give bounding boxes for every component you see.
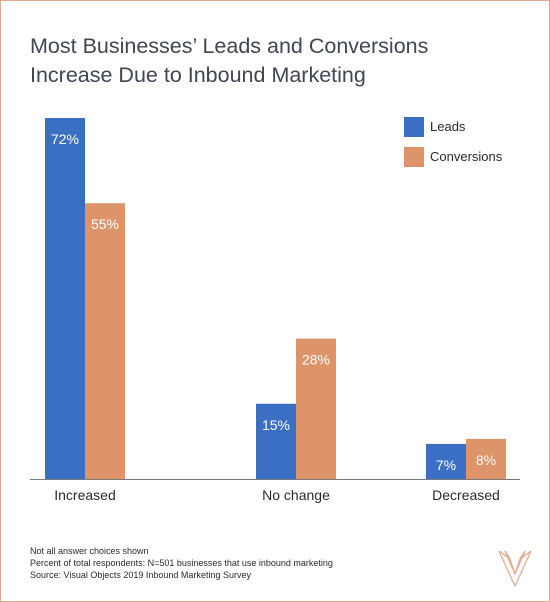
chart-title: Most Businesses’ Leads and Conversions I… [30, 32, 510, 90]
data-label: 28% [302, 352, 330, 368]
footnote-source: Source: Visual Objects 2019 Inbound Mark… [30, 570, 251, 580]
bar-leads-increased [45, 118, 85, 479]
data-label: 7% [436, 457, 456, 473]
visual-objects-v-logo-icon [498, 550, 532, 587]
data-label: 55% [91, 216, 119, 232]
category-label: Decreased [432, 487, 500, 503]
bar-conversions-decreased [466, 438, 506, 479]
chart-title-line-2: Increase Due to Inbound Marketing [30, 63, 366, 87]
bar-conversions-no-change [296, 338, 336, 479]
legend-swatch-leads [404, 117, 424, 137]
bar-leads-no-change [256, 403, 296, 479]
legend-swatch-conversions [404, 147, 424, 167]
data-label: 72% [51, 131, 79, 147]
category-label: No change [262, 487, 330, 503]
data-label: 15% [262, 417, 290, 433]
footnotes: Not all answer choices shown Percent of … [30, 545, 333, 581]
footnote-answer-choices: Not all answer choices shown [30, 546, 149, 556]
category-label: Increased [54, 487, 115, 503]
bar-conversions-increased [85, 203, 125, 479]
data-label: 8% [476, 452, 496, 468]
legend-label-leads: Leads [430, 119, 466, 134]
bar-leads-decreased [426, 443, 466, 479]
chart-title-line-1: Most Businesses’ Leads and Conversions [30, 34, 429, 58]
legend-label-conversions: Conversions [430, 149, 503, 164]
footnote-respondents: Percent of total respondents: N=501 busi… [30, 558, 333, 568]
